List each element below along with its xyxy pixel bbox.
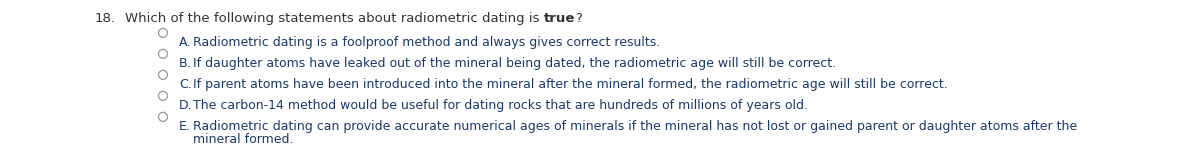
Text: true: true [544,12,575,25]
Text: B.: B. [179,57,191,70]
Text: ?: ? [575,12,582,25]
Text: 18.: 18. [94,12,116,25]
Text: Which of the following statements about radiometric dating is: Which of the following statements about … [125,12,544,25]
Text: If daughter atoms have leaked out of the mineral being dated, the radiometric ag: If daughter atoms have leaked out of the… [194,57,836,70]
Text: The carbon-14 method would be useful for dating rocks that are hundreds of milli: The carbon-14 method would be useful for… [194,99,808,112]
Text: D.: D. [179,99,192,112]
Text: C.: C. [179,78,191,91]
Text: Radiometric dating is a foolproof method and always gives correct results.: Radiometric dating is a foolproof method… [194,36,661,49]
Text: Radiometric dating can provide accurate numerical ages of minerals if the minera: Radiometric dating can provide accurate … [194,120,1077,133]
Text: A.: A. [179,36,191,49]
Text: E.: E. [179,120,191,133]
Text: If parent atoms have been introduced into the mineral after the mineral formed, : If parent atoms have been introduced int… [194,78,948,91]
Text: mineral formed.: mineral formed. [194,133,294,146]
